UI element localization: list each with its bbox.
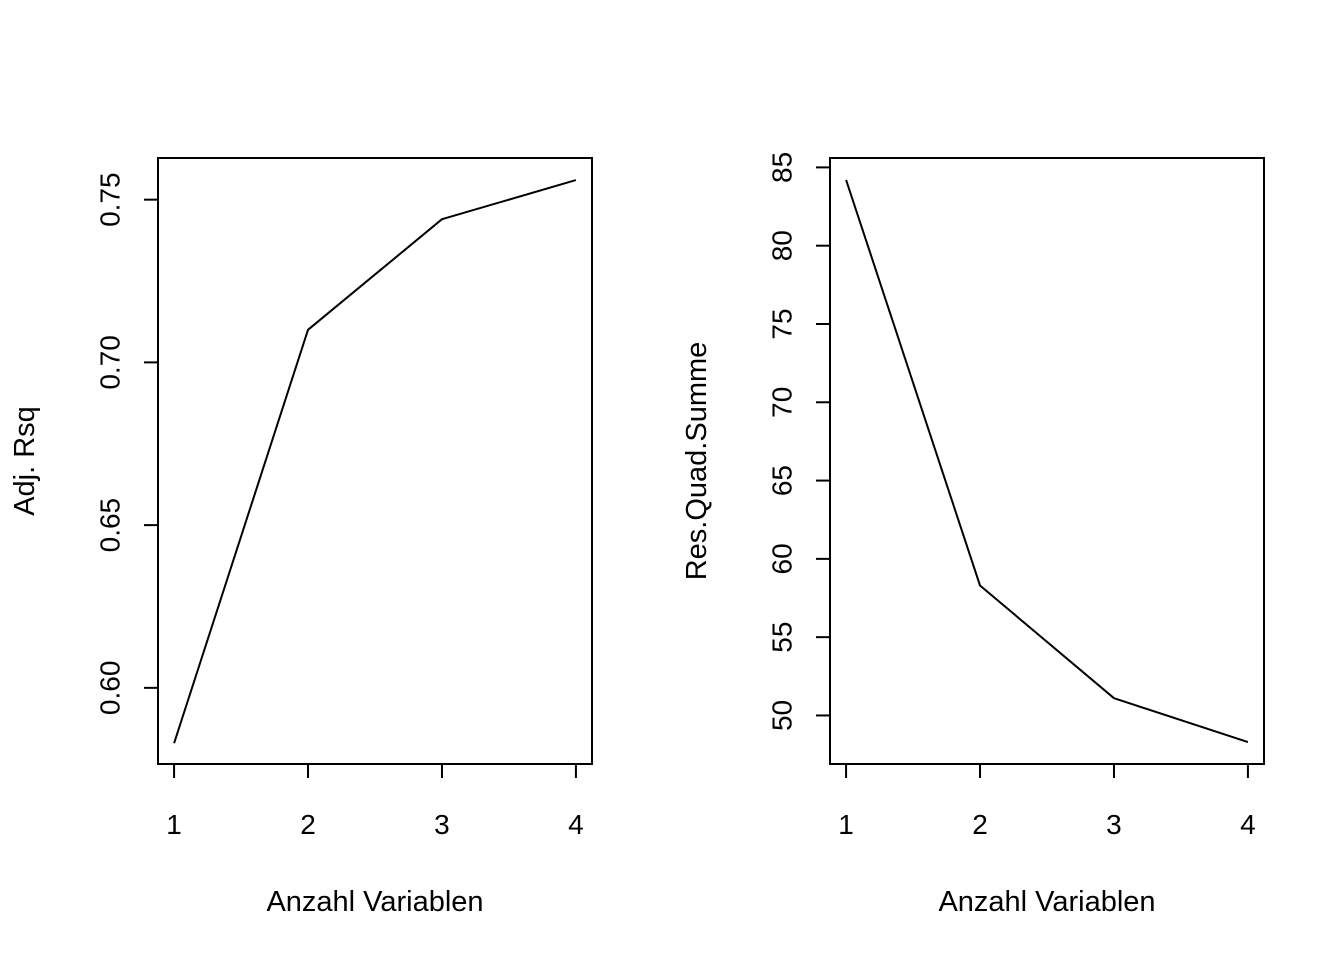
y-tick-label: 70 bbox=[767, 387, 798, 418]
x-axis-title: Anzahl Variablen bbox=[938, 886, 1155, 918]
x-tick-label: 4 bbox=[568, 809, 584, 840]
y-tick-label: 60 bbox=[767, 543, 798, 574]
plot-frame bbox=[157, 157, 593, 765]
x-tick-label: 3 bbox=[1106, 809, 1122, 840]
y-tick-label: 55 bbox=[767, 622, 798, 653]
x-tick-label: 3 bbox=[434, 809, 450, 840]
y-tick-label: 0.65 bbox=[95, 498, 126, 553]
y-tick-label: 0.70 bbox=[95, 335, 126, 390]
x-tick-label: 1 bbox=[838, 809, 854, 840]
chart-res-quad-summe: 50 55 60 65 70 75 80 85 1 2 3 4 Anzahl Variablen Res.… bbox=[681, 152, 1265, 918]
plot-frame bbox=[829, 157, 1265, 765]
series-line bbox=[845, 179, 1249, 744]
y-tick-label: 0.75 bbox=[95, 172, 126, 227]
series-line bbox=[173, 179, 577, 744]
y-tick-label: 85 bbox=[767, 152, 798, 183]
y-tick-label: 50 bbox=[767, 700, 798, 731]
x-tick-label: 2 bbox=[972, 809, 988, 840]
x-axis-title: Anzahl Variablen bbox=[266, 886, 483, 918]
y-tick-label: 75 bbox=[767, 308, 798, 339]
chart-adj-rsq: 0.60 0.65 0.70 0.75 1 2 3 4 Anzahl Variablen Adj.… bbox=[9, 157, 593, 918]
y-axis-title: Res.Quad.Summe bbox=[681, 342, 713, 581]
y-tick-label: 65 bbox=[767, 465, 798, 496]
x-tick-label: 1 bbox=[166, 809, 182, 840]
y-tick-label: 80 bbox=[767, 230, 798, 261]
x-tick-label: 2 bbox=[300, 809, 316, 840]
y-axis-title: Adj. Rsq bbox=[9, 406, 41, 516]
x-tick-label: 4 bbox=[1240, 809, 1256, 840]
y-tick-label: 0.60 bbox=[95, 661, 126, 716]
